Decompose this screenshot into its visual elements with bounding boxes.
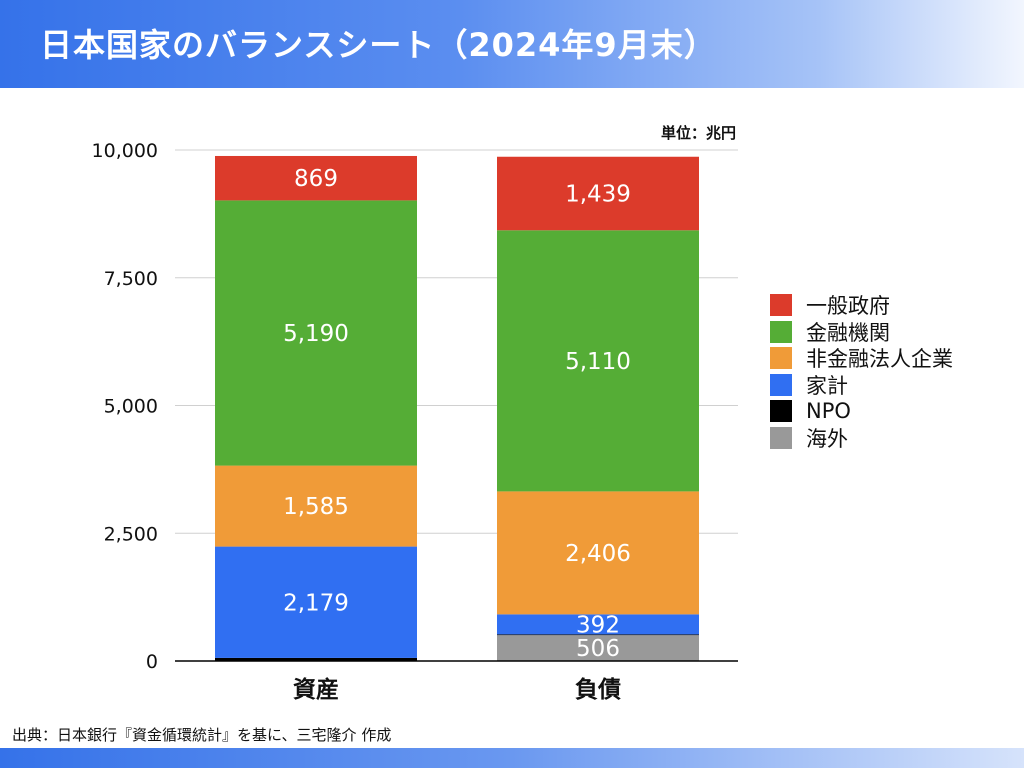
legend-label: 海外 [806, 426, 848, 451]
bar-segment [497, 614, 699, 635]
bar-segment [497, 491, 699, 615]
legend-item: 海外 [770, 425, 953, 452]
legend-item: 非金融法人企業 [770, 345, 953, 372]
stacked-bar-chart: 0 2,500 5,000 7,500 10,000 単位：兆円 2,179 1,585 5,1… [92, 124, 738, 703]
bar-segment [215, 200, 417, 466]
y-tick-label: 5,000 [104, 396, 158, 418]
legend-swatch [770, 426, 792, 449]
title-banner: 日本国家のバランスシート（2024年9月末） [0, 0, 1024, 88]
data-label: 2,406 [565, 541, 631, 567]
unit-label: 単位：兆円 [661, 124, 736, 142]
x-tick-label: 資産 [293, 676, 339, 703]
data-label: 2,179 [283, 590, 349, 616]
y-tick-label: 2,500 [104, 523, 158, 545]
legend-label: 非金融法人企業 [806, 347, 953, 372]
legend-item: 金融機関 [770, 319, 953, 346]
bar-segment [497, 156, 699, 231]
data-label: 392 [576, 612, 620, 638]
data-label: 5,190 [283, 321, 349, 347]
legend-item: NPO [770, 398, 953, 425]
legend-label: 家計 [806, 373, 848, 398]
data-label: 1,585 [283, 494, 349, 520]
y-tick-label: 0 [146, 651, 158, 673]
chart-legend: 一般政府 金融機関 非金融法人企業 家計 NPO 海外 [770, 292, 953, 451]
data-label: 1,439 [565, 182, 631, 208]
legend-swatch [770, 347, 792, 370]
bar-segment [497, 634, 699, 636]
legend-label: 金融機関 [806, 320, 890, 345]
legend-label: NPO [806, 399, 851, 424]
legend-swatch [770, 373, 792, 396]
legend-item: 家計 [770, 372, 953, 399]
bar-segment [215, 465, 417, 547]
legend-item: 一般政府 [770, 292, 953, 319]
bar-segment [215, 546, 417, 658]
bar-segment [497, 230, 699, 492]
footer-bar [0, 748, 1024, 768]
page-title: 日本国家のバランスシート（2024年9月末） [40, 26, 717, 64]
bar-segment [215, 657, 417, 661]
data-label: 506 [576, 636, 620, 662]
source-note: 出典：日本銀行『資金循環統計』を基に、三宅隆介 作成 [12, 726, 392, 744]
legend-label: 一般政府 [806, 294, 890, 319]
data-label: 869 [294, 166, 338, 192]
legend-swatch [770, 294, 792, 317]
bar-segment [497, 635, 699, 661]
data-label: 5,110 [565, 349, 631, 375]
x-tick-label: 負債 [575, 676, 621, 703]
y-tick-label: 10,000 [92, 140, 158, 162]
legend-swatch [770, 400, 792, 423]
y-tick-label: 7,500 [104, 268, 158, 290]
legend-swatch [770, 320, 792, 343]
bar-segment [215, 155, 417, 201]
